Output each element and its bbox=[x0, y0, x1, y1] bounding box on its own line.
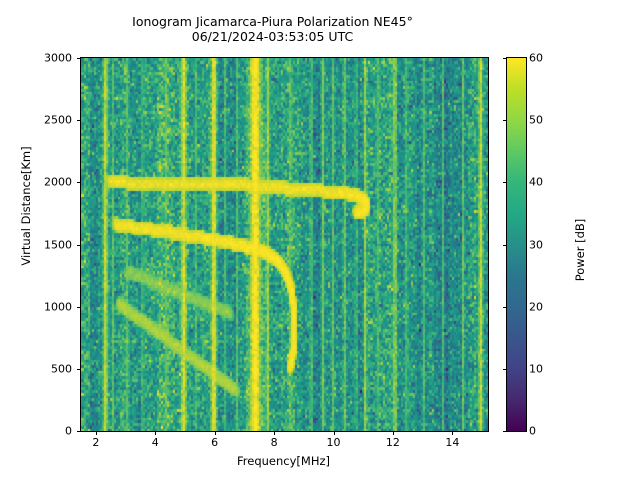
y-tick-mark bbox=[76, 306, 80, 308]
colorbar-tick-mark bbox=[502, 120, 506, 122]
colorbar-tick-label: 30 bbox=[529, 238, 543, 251]
y-tick-label: 0 bbox=[65, 424, 72, 438]
x-tick-label: 8 bbox=[270, 436, 278, 449]
x-tick-mark bbox=[333, 431, 335, 435]
y-tick-mark bbox=[76, 368, 80, 370]
figure-title: Ionogram Jicamarca-Piura Polarization NE… bbox=[132, 14, 413, 44]
ionogram-heatmap-canvas bbox=[81, 58, 488, 431]
x-tick-mark bbox=[452, 431, 454, 435]
x-tick-label: 6 bbox=[211, 436, 219, 449]
x-tick-mark bbox=[214, 431, 216, 435]
y-tick-label: 1000 bbox=[44, 300, 72, 314]
x-tick-label: 4 bbox=[151, 436, 159, 449]
y-axis-label: Virtual Distance[Km] bbox=[19, 146, 33, 266]
y-tick-label: 3000 bbox=[44, 51, 72, 65]
colorbar-tick-label: 10 bbox=[529, 362, 543, 376]
x-tick-mark bbox=[95, 431, 97, 435]
y-tick-label: 1500 bbox=[44, 238, 72, 251]
colorbar-label: Power [dB] bbox=[573, 218, 587, 282]
colorbar-tick-label: 20 bbox=[529, 300, 543, 314]
y-tick-mark bbox=[76, 431, 80, 432]
y-tick-label: 500 bbox=[51, 362, 72, 376]
y-tick-mark bbox=[76, 120, 80, 122]
colorbar-tick-mark bbox=[502, 182, 506, 184]
x-tick-mark bbox=[155, 431, 157, 435]
colorbar-tick-mark bbox=[502, 58, 506, 59]
colorbar-tick-mark bbox=[502, 244, 506, 246]
y-tick-label: 2000 bbox=[44, 175, 72, 189]
x-axis-label: Frequency[MHz] bbox=[237, 454, 330, 468]
x-tick-label: 12 bbox=[385, 436, 400, 449]
x-tick-label: 14 bbox=[445, 436, 460, 449]
x-tick-mark bbox=[392, 431, 394, 435]
x-tick-label: 2 bbox=[92, 436, 100, 449]
y-tick-mark bbox=[76, 244, 80, 246]
x-tick-label: 10 bbox=[326, 436, 341, 449]
colorbar-tick-label: 50 bbox=[529, 113, 543, 127]
colorbar-tick-mark bbox=[502, 368, 506, 370]
y-tick-mark bbox=[76, 182, 80, 184]
y-tick-mark bbox=[76, 58, 80, 59]
x-tick-mark bbox=[274, 431, 276, 435]
colorbar-tick-mark bbox=[502, 431, 506, 432]
y-tick-label: 2500 bbox=[44, 113, 72, 127]
colorbar-tick-mark bbox=[502, 306, 506, 308]
colorbar-tick-label: 0 bbox=[529, 424, 536, 438]
colorbar-tick-label: 40 bbox=[529, 175, 543, 189]
ionogram-heatmap-axes[interactable] bbox=[80, 57, 489, 432]
colorbar[interactable] bbox=[506, 57, 527, 432]
colorbar-tick-label: 60 bbox=[529, 51, 543, 65]
